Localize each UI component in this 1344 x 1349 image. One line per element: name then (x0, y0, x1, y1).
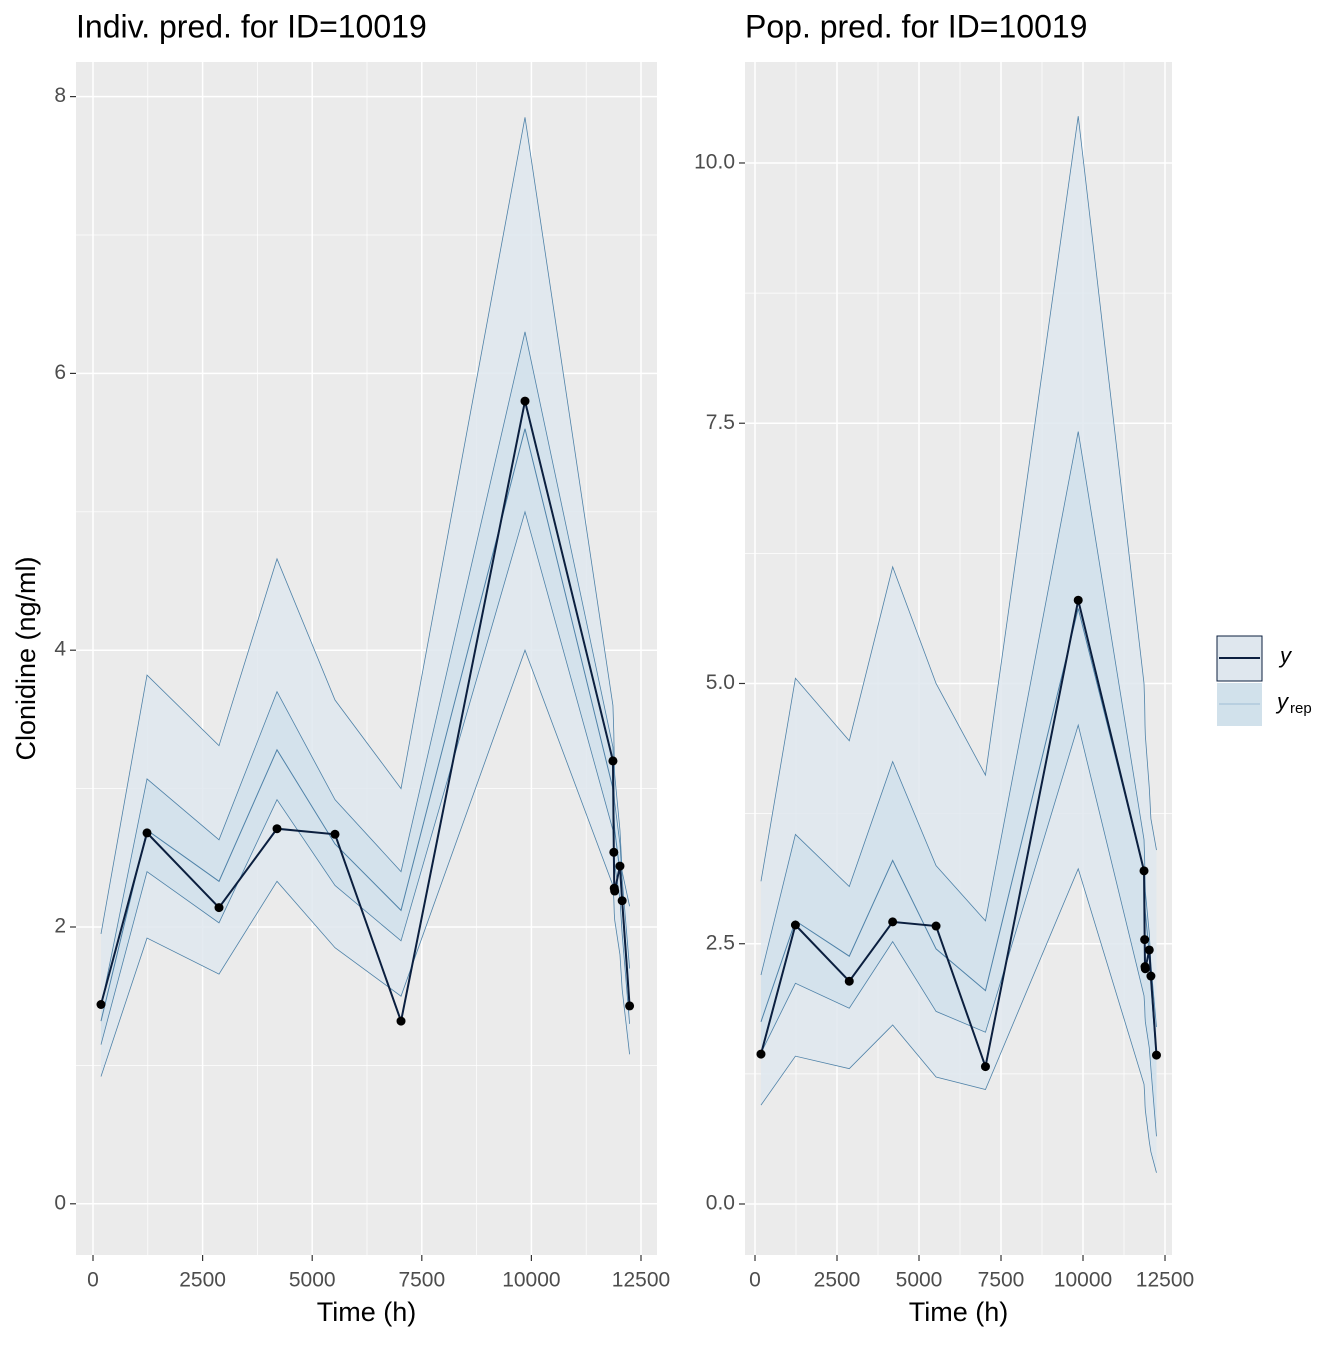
observed-point (617, 896, 627, 906)
x-tick-label: 10000 (502, 1269, 560, 1292)
legend-label-sub: rep (1290, 700, 1312, 717)
y-tick-label: 0.0 (706, 1192, 735, 1215)
legend-label: y (1278, 643, 1293, 668)
y-tick-label: 7.5 (706, 411, 735, 434)
observed-point (844, 976, 854, 986)
y-tick-label: 5.0 (706, 671, 735, 694)
observed-point (96, 999, 106, 1009)
band-edge (760, 431, 1157, 1028)
x-tick-label: 0 (87, 1269, 99, 1292)
observed-point (1146, 971, 1156, 981)
observed-point (1140, 935, 1150, 945)
x-tick-label: 12500 (612, 1269, 670, 1292)
observed-point (520, 396, 530, 406)
panel: 0 2500 5000 7500 10000 12500 0.0 2.5 5.0 7.5 10.0 P… (694, 8, 1194, 1327)
observed-point (608, 756, 618, 766)
y-tick-label: 2 (54, 915, 66, 938)
chart-title: Indiv. pred. for ID=10019 (76, 8, 427, 44)
x-tick-label: 7500 (978, 1269, 1025, 1292)
observed-point (888, 917, 898, 927)
observed-point (1140, 964, 1150, 974)
observed-point (1144, 945, 1154, 955)
band-edge (100, 117, 630, 934)
panel: 0 2500 5000 7500 10000 12500 0 2 4 6 8 Indiv. pred.… (11, 8, 670, 1327)
y-tick-label: 2.5 (706, 931, 735, 954)
y-tick-label: 6 (54, 361, 66, 384)
observed-point (615, 861, 625, 871)
legend-label: y (1275, 689, 1290, 714)
observed-point (330, 829, 340, 839)
observed-point (790, 920, 800, 930)
observed-point (396, 1016, 406, 1026)
y-tick-label: 4 (54, 638, 66, 661)
band-edge (100, 649, 630, 1077)
x-tick-label: 5000 (896, 1269, 943, 1292)
band-edge (100, 331, 630, 1008)
observed-point (1073, 595, 1083, 605)
observed-point (756, 1049, 766, 1059)
observed-point (214, 903, 224, 913)
observed-point (625, 1001, 635, 1011)
y-tick-label: 0 (54, 1191, 66, 1214)
observed-point (610, 886, 620, 896)
x-tick-label: 0 (749, 1269, 761, 1292)
x-tick-label: 10000 (1054, 1269, 1112, 1292)
x-tick-label: 2500 (179, 1269, 226, 1292)
y-axis-title: Clonidine (ng/ml) (11, 556, 41, 760)
band-edge (100, 510, 630, 1045)
observed-point (931, 921, 941, 931)
x-tick-label: 12500 (1136, 1269, 1194, 1292)
band-edge (760, 867, 1157, 1173)
x-tick-label: 2500 (814, 1269, 861, 1292)
observed-point (142, 828, 152, 838)
y-tick-label: 10.0 (694, 151, 735, 174)
x-axis-title: Time (h) (317, 1297, 417, 1327)
chart-title: Pop. pred. for ID=10019 (745, 8, 1087, 44)
observed-point (272, 824, 282, 834)
observed-point (980, 1062, 990, 1072)
x-tick-label: 5000 (289, 1269, 336, 1292)
band (760, 431, 1157, 1137)
observed-point (1151, 1050, 1161, 1060)
band-edge (760, 116, 1157, 882)
x-axis-title: Time (h) (909, 1297, 1009, 1327)
observed-point (609, 847, 619, 857)
band (100, 331, 630, 1045)
y-tick-label: 8 (54, 84, 66, 107)
x-tick-label: 7500 (398, 1269, 445, 1292)
observed-point (1139, 866, 1149, 876)
band-edge (760, 723, 1157, 1137)
